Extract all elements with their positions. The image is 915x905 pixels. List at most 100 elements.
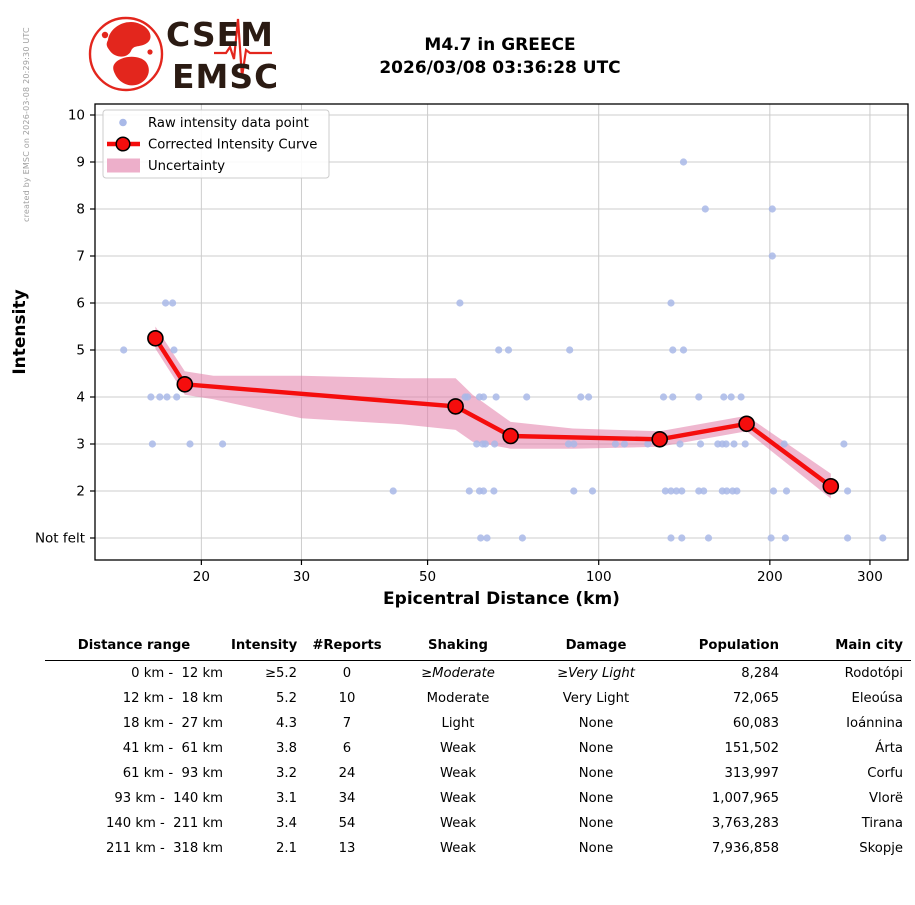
raw-data-point [495,346,503,354]
raw-data-point [588,487,597,495]
table-cell: Vlorë [869,791,903,806]
x-axis-label: Epicentral Distance (km) [383,589,620,609]
table-cell: 24 [338,766,356,781]
table-cell: None [578,841,614,856]
legend-box [102,109,330,179]
raw-data-point [782,487,791,495]
table-cell: Corfu [867,766,903,781]
x-tick-label: 20 [193,569,210,585]
x-tick-label: 30 [293,569,310,585]
raw-data-point [667,534,675,542]
raw-data-point [727,393,735,401]
chart-title: M4.7 in GREECE 2026/03/08 03:36:28 UTC [90,34,910,80]
raw-data-point [667,299,675,307]
table-cell: None [578,791,614,806]
raw-data-point [701,205,709,213]
curve-marker [147,329,164,347]
raw-data-point [840,440,848,448]
y-tick-label: 3 [76,437,85,453]
table-cell: None [578,816,614,831]
raw-data-point [737,393,745,401]
table-cell: Rodotópi [844,666,903,681]
table-row: 18 km - 27 km 4.3 7 Light None 60,083 Ioánnina [45,711,911,736]
raw-data-point [844,534,852,542]
emsc-logo-graphic: CSEM EMSC [88,15,278,96]
raw-data-point [620,440,629,448]
raw-data-point [456,299,464,307]
raw-data-point [672,487,681,495]
y-tick-label: 7 [76,249,85,265]
column-header: Damage [527,634,673,661]
curve-marker [651,430,669,448]
raw-data-point [120,346,128,354]
legend-label: Raw intensity data point [148,116,309,131]
raw-data-point [879,534,887,542]
raw-data-point [781,534,790,542]
table-cell: 3.1 [276,791,297,806]
raw-data-point [473,440,481,448]
table-cell: 61 km - 93 km [122,766,223,781]
table-cell: Weak [439,766,477,781]
raw-data-point [678,534,686,542]
raw-data-point [769,487,778,495]
plot-frame [94,103,909,561]
y-tick-label: 10 [68,108,85,124]
table-cell: 72,065 [732,691,779,706]
y-tick-label: 5 [76,343,85,359]
seismogram-trace-icon [214,18,272,78]
table-cell: Very Light [562,691,630,706]
raw-data-point [464,393,472,401]
table-cell: Weak [439,741,477,756]
table-row: 41 km - 61 km 3.8 6 Weak None 151,502 Árta [45,736,911,761]
raw-data-point [741,440,749,448]
raw-data-point [564,440,573,448]
table-cell: Weak [439,841,477,856]
raw-data-point [669,346,677,354]
x-tick-label: 100 [586,569,612,585]
raw-data-point [148,440,156,448]
table-cell: 60,083 [732,716,779,731]
raw-data-point [481,440,489,448]
table-cell: 5.2 [276,691,297,706]
title-line-datetime: 2026/03/08 03:36:28 UTC [379,58,621,78]
table-cell: Weak [439,791,477,806]
legend-label: Uncertainty [148,159,225,174]
table-header-row: Distance range Intensity #Reports Shaking Da… [45,634,911,661]
table-cell: 140 km - 211 km [105,816,223,831]
table-row: 140 km - 211 km 3.4 54 Weak None 3,763,283 Tir… [45,811,911,836]
column-header: Shaking [397,634,527,661]
raw-data-point [518,534,527,542]
raw-data-point [644,440,652,448]
raw-data-point [611,440,620,448]
raw-data-point [389,487,397,495]
table-cell: None [578,716,614,731]
raw-data-point [695,393,703,401]
table-cell: 0 km - 12 km [131,666,223,681]
column-header: #Reports [305,634,397,661]
raw-data-point [477,534,485,542]
column-header: Distance range [45,634,231,661]
raw-data-point [566,346,574,354]
y-tick-label: 9 [76,155,85,171]
table-cell: 6 [342,741,352,756]
table-cell: ≥5.2 [264,666,297,681]
raw-data-point [676,440,684,448]
table-cell: 54 [338,816,356,831]
table-cell: Skopje [859,841,903,856]
raw-data-point [163,393,171,401]
intensity-table-wrap: Distance range Intensity #Reports Shaking Da… [45,634,911,861]
table-cell: Tirana [861,816,903,831]
raw-data-point [659,393,668,401]
raw-data-point [585,393,593,401]
legend-band-symbol [107,158,140,173]
raw-data-point [523,393,531,401]
table-cell: 18 km - 27 km [122,716,223,731]
x-tick-label: 300 [857,569,883,585]
y-tick-label: Not felt [35,531,85,547]
raw-data-point [661,487,670,495]
raw-data-point [768,252,776,260]
y-tick-label: 2 [76,484,85,500]
table-cell: 7,936,858 [711,841,779,856]
x-tick-label: 50 [419,569,436,585]
logo-text-emsc: EMSC [172,57,276,96]
